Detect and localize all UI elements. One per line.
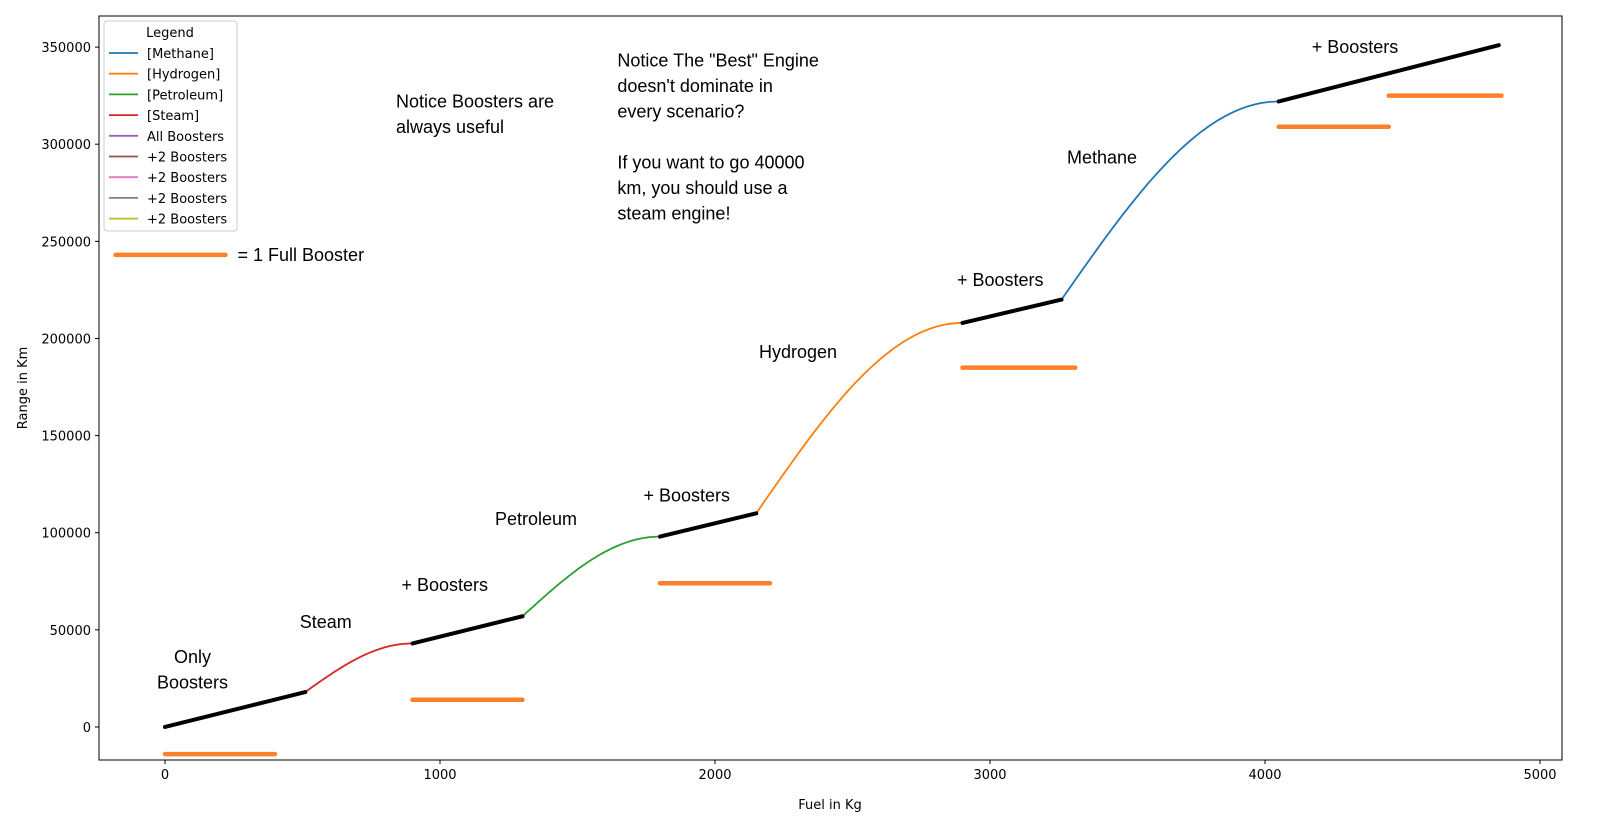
y-tick-label: 100000 [41,527,91,542]
legend-entry: +2 Boosters [147,192,227,207]
key-label: = 1 Full Booster [238,245,365,265]
engine-curves [304,100,1279,693]
annotation-line: + Boosters [644,486,731,506]
y-tick-label: 300000 [41,138,91,153]
annotation: Only Boosters [157,647,228,693]
annotation: Methane [1067,148,1137,168]
legend-entries: [Methane] [Hydrogen] [Petroleum] [Steam] All… [109,47,227,228]
legend-entry: [Petroleum] [147,88,223,103]
y-axis: 0 50000 100000 150000 200000 250000 300000 3500… [41,41,99,736]
y-tick-label: 0 [83,721,91,736]
booster-segment [658,511,759,539]
plot-area-frame [98,15,1563,761]
annotation-line: If you want to go 40000 [617,153,804,173]
legend: Legend [Methane] [Hydrogen] [Petroleum] [St… [103,20,238,232]
annotation: Notice Boosters are always useful [396,91,554,137]
annotation: Petroleum [495,509,577,529]
annotation-line: km, you should use a [617,178,788,198]
x-tick-label: 5000 [1523,768,1556,783]
engine-curve [304,642,413,693]
legend-entry: +2 Boosters [147,171,227,186]
engine-curve [755,322,963,514]
legend-entry: [Steam] [147,109,199,124]
annotation: + Boosters [402,575,489,595]
annotation-line: Hydrogen [759,342,837,362]
booster-segments [163,43,1501,729]
annotation-line: Notice The "Best" Engine [617,51,819,71]
engine-curve [521,535,660,617]
x-tick-label: 3000 [973,768,1006,783]
y-tick-label: 150000 [41,430,91,445]
booster-segment [163,690,308,729]
annotation-line: Methane [1067,148,1137,168]
engine-curve [1060,100,1279,301]
annotation-line: Only [174,647,211,667]
annotation-line [617,127,622,147]
annotation-line: Notice Boosters are [396,91,554,111]
annotation-line: always useful [396,117,504,137]
annotation-line: Boosters [157,672,228,692]
y-axis-label: Range in Km [16,347,31,430]
annotation: + Boosters [1312,37,1399,57]
annotation-line: + Boosters [1312,37,1399,57]
y-tick-label: 350000 [41,41,91,56]
y-tick-label: 250000 [41,235,91,250]
booster-segment [960,297,1064,325]
annotation-line: steam engine! [617,204,730,224]
x-axis: 0 1000 2000 3000 4000 5000 [161,760,1557,783]
annotations: Only Boosters Steam + Boosters Petroleum + Bo… [157,37,1398,692]
booster-segment [410,614,525,646]
booster-segment [1276,43,1501,104]
annotation-line: + Boosters [957,270,1044,290]
annotation: Hydrogen [759,342,837,362]
annotation: Steam [300,612,352,632]
annotation-line: Steam [300,612,352,632]
x-tick-label: 1000 [423,768,456,783]
annotation: + Boosters [957,270,1044,290]
legend-entry: +2 Boosters [147,151,227,166]
annotation-line: doesn't dominate in [617,76,773,96]
annotation: Notice The "Best" Engine doesn't dominate… [617,51,819,224]
booster-bars [162,93,1504,757]
annotation: + Boosters [644,486,731,506]
booster-key: = 1 Full Booster [113,245,365,265]
annotation-line: every scenario? [617,102,744,122]
legend-title: Legend [146,26,194,41]
legend-entry: [Hydrogen] [147,68,220,83]
x-tick-label: 2000 [698,768,731,783]
x-tick-label: 0 [161,768,169,783]
legend-entry: +2 Boosters [147,213,227,228]
y-tick-label: 200000 [41,332,91,347]
annotation-line: + Boosters [402,575,489,595]
annotation-line: Petroleum [495,509,577,529]
legend-entry: [Methane] [147,47,214,62]
x-axis-label: Fuel in Kg [798,798,862,813]
x-tick-label: 4000 [1248,768,1281,783]
y-tick-label: 50000 [50,624,91,639]
legend-entry: All Boosters [147,130,224,145]
